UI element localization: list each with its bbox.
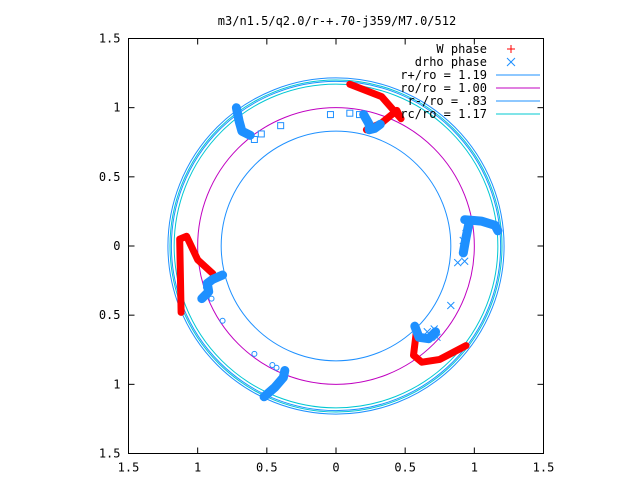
legend-label: drho phase bbox=[415, 55, 487, 69]
x-tick-label: 0.5 bbox=[256, 461, 278, 475]
reference-circles bbox=[167, 77, 505, 415]
x-tick-label: 1.5 bbox=[118, 461, 140, 475]
drho-x-marker bbox=[459, 236, 468, 245]
drho-square-marker bbox=[277, 122, 285, 130]
x-tick-label: 1 bbox=[471, 461, 478, 475]
x-tick-label: 0.5 bbox=[394, 461, 416, 475]
drho-square-marker bbox=[250, 135, 258, 143]
drho-phase-arc bbox=[359, 110, 385, 135]
reference-circle bbox=[173, 83, 499, 409]
drho-circle-marker bbox=[251, 350, 258, 357]
drho-x-marker bbox=[446, 301, 455, 310]
y-tick-label: 1 bbox=[113, 101, 120, 115]
drho-x-marker bbox=[460, 257, 469, 266]
drho-x-marker bbox=[423, 327, 432, 336]
y-tick-label: 0 bbox=[113, 239, 120, 253]
drho-circle-marker bbox=[273, 364, 280, 371]
drho-x-marker bbox=[430, 325, 439, 333]
drho-x-marker bbox=[462, 229, 470, 238]
x-tick-label: 0 bbox=[332, 461, 339, 475]
x-tick-label: 1 bbox=[194, 461, 201, 475]
drho-square-marker bbox=[326, 111, 334, 119]
y-tick-label: 0.5 bbox=[99, 308, 121, 322]
drho-phase-arc bbox=[458, 219, 474, 258]
y-tick-label: 1 bbox=[113, 377, 120, 391]
drho-phase-arc bbox=[231, 103, 255, 140]
drho-phase-arc bbox=[410, 321, 441, 344]
drho-phase-arc bbox=[460, 215, 503, 236]
reference-circle bbox=[220, 130, 452, 362]
legend-label: r-/ro = .83 bbox=[408, 94, 487, 108]
phase-arcs bbox=[176, 80, 503, 402]
y-tick-label: 1.5 bbox=[99, 447, 121, 461]
reference-circle bbox=[170, 80, 502, 412]
phase-markers bbox=[202, 109, 470, 371]
drho-square-marker bbox=[257, 130, 265, 138]
legend-plus-marker bbox=[507, 45, 515, 53]
reference-circle bbox=[169, 79, 503, 413]
legend-label: W phase bbox=[436, 42, 487, 56]
legend-label: rc/ro = 1.17 bbox=[400, 107, 487, 121]
x-tick-label: 1.5 bbox=[533, 461, 555, 475]
drho-circle-marker bbox=[208, 295, 215, 302]
reference-circle bbox=[167, 77, 505, 415]
drho-circle-marker bbox=[269, 361, 276, 368]
drho-square-marker bbox=[356, 111, 364, 119]
drho-phase-arc bbox=[197, 270, 228, 304]
drho-square-marker bbox=[346, 109, 354, 117]
w-phase-arc bbox=[176, 232, 217, 316]
legend-label: r+/ro = 1.19 bbox=[400, 68, 487, 82]
drho-phase-arc bbox=[259, 366, 290, 402]
drho-x-marker bbox=[453, 258, 462, 267]
y-tick-label: 0.5 bbox=[99, 170, 121, 184]
y-tick-label: 1.5 bbox=[99, 32, 121, 46]
w-phase-arc bbox=[410, 329, 470, 366]
drho-x-marker bbox=[433, 333, 441, 342]
chart-title: m3/n1.5/q2.0/r-+.70-j359/M7.0/512 bbox=[218, 14, 456, 28]
drho-circle-marker bbox=[219, 317, 226, 324]
legend-label: ro/ro = 1.00 bbox=[400, 81, 487, 95]
reference-circle bbox=[197, 107, 475, 385]
drho-circle-marker bbox=[202, 284, 209, 291]
legend-x-marker bbox=[506, 57, 516, 67]
